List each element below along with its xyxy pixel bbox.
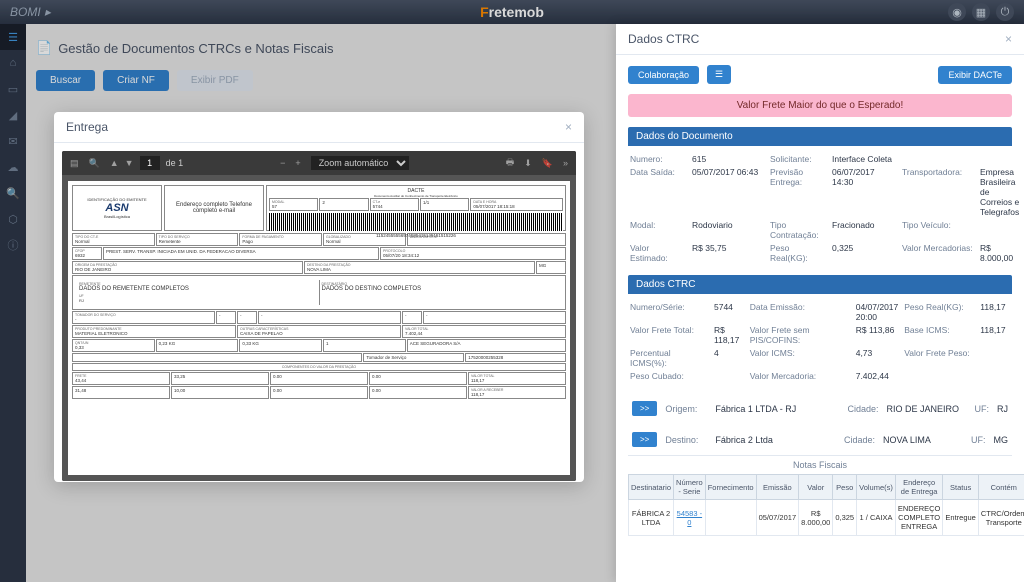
pdf-zoom-in-icon[interactable]: + bbox=[295, 158, 300, 168]
origem-button[interactable]: >> bbox=[632, 401, 657, 416]
pdf-download-icon[interactable]: ⬇ bbox=[524, 158, 532, 169]
origem-row: >> Origem: Fábrica 1 LTDA - RJ Cidade: R… bbox=[628, 393, 1012, 424]
close-icon[interactable]: × bbox=[565, 120, 572, 134]
pdf-address: Endereço completo Telefone completo e-ma… bbox=[164, 185, 264, 231]
list-icon-button[interactable]: ☰ bbox=[707, 65, 731, 84]
pdf-search-icon[interactable]: 🔍 bbox=[89, 158, 100, 169]
nf-table-row[interactable]: FÁBRICA 2 LTDA 54583 - 0 05/07/2017 R$ 8… bbox=[629, 500, 1024, 536]
pdf-logo-box: IDENTIFICAÇÃO DO EMITENTE ASN BrasilLogí… bbox=[72, 185, 162, 231]
pdf-down-icon[interactable]: ▼ bbox=[125, 158, 134, 168]
ctrc-panel-header: Dados CTRC × bbox=[616, 24, 1024, 55]
dados-ctrc-grid: Numero/Série:5744 Data Emissão:04/07/201… bbox=[628, 298, 1012, 385]
pdf-logo: ASN bbox=[105, 202, 128, 214]
pdf-more-icon[interactable]: » bbox=[563, 158, 568, 168]
destino-button[interactable]: >> bbox=[632, 432, 657, 447]
nf-table: DestinatarioNúmero - SerieFornecimento E… bbox=[628, 474, 1024, 536]
pdf-document: IDENTIFICAÇÃO DO EMITENTE ASN BrasilLogí… bbox=[68, 181, 570, 475]
pdf-zoom-out-icon[interactable]: − bbox=[280, 158, 285, 168]
destino-row: >> Destino: Fábrica 2 Ltda Cidade: NOVA … bbox=[628, 424, 1012, 455]
nf-section-title: Notas Fiscais bbox=[628, 455, 1012, 474]
pdf-viewer: ▤ 🔍 ▲ ▼ de 1 − + Zoom automático 🖶 ⬇ 🔖 » bbox=[62, 151, 576, 481]
pdf-bookmark-icon[interactable]: 🔖 bbox=[542, 158, 553, 169]
entrega-modal: Entrega × ▤ 🔍 ▲ ▼ de 1 − + Zoom automáti… bbox=[54, 112, 584, 482]
pdf-content[interactable]: IDENTIFICAÇÃO DO EMITENTE ASN BrasilLogí… bbox=[62, 175, 576, 481]
alert-banner: Valor Frete Maior do que o Esperado! bbox=[628, 94, 1012, 117]
dados-ctrc-header: Dados CTRC bbox=[628, 275, 1012, 294]
pdf-print-icon[interactable]: 🖶 bbox=[506, 155, 515, 171]
dados-documento-header: Dados do Documento bbox=[628, 127, 1012, 146]
pdf-up-icon[interactable]: ▲ bbox=[110, 158, 119, 168]
exibir-dacte-button[interactable]: Exibir DACTe bbox=[938, 66, 1012, 84]
pdf-dacte-box: DACTE Documento Auxiliar do Conhecimento… bbox=[266, 185, 566, 231]
ctrc-panel-title: Dados CTRC bbox=[628, 32, 699, 46]
pdf-sidebar-icon[interactable]: ▤ bbox=[70, 158, 79, 169]
panel-close-icon[interactable]: × bbox=[1005, 32, 1012, 46]
pdf-page-input[interactable] bbox=[140, 156, 160, 170]
pdf-toolbar: ▤ 🔍 ▲ ▼ de 1 − + Zoom automático 🖶 ⬇ 🔖 » bbox=[62, 151, 576, 175]
pdf-page-total: de 1 bbox=[166, 158, 184, 168]
entrega-title: Entrega bbox=[66, 120, 108, 134]
ctrc-panel: Dados CTRC × Colaboração ☰ Exibir DACTe … bbox=[616, 24, 1024, 582]
pdf-zoom-select[interactable]: Zoom automático bbox=[311, 156, 409, 170]
pdf-barcode bbox=[269, 213, 563, 231]
dados-documento-grid: Numero:615 Solicitante:Interface Coleta … bbox=[628, 150, 1012, 267]
nf-numero-link[interactable]: 54583 - 0 bbox=[677, 509, 702, 527]
ctrc-panel-body: Colaboração ☰ Exibir DACTe Valor Frete M… bbox=[616, 55, 1024, 546]
colaboracao-button[interactable]: Colaboração bbox=[628, 66, 699, 84]
entrega-modal-header: Entrega × bbox=[54, 112, 584, 143]
